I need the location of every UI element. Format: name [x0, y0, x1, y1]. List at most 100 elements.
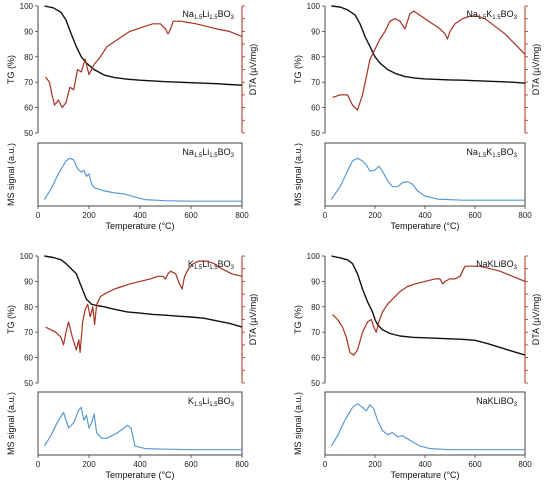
dta-curve — [45, 260, 243, 354]
x-axis-label: Temperature (°C) — [390, 221, 459, 231]
title-subscript: 1.5 — [478, 153, 487, 159]
panel-title: Na1.5Li1.5BO3 — [182, 147, 234, 159]
title-subscript: 1.5 — [492, 15, 501, 21]
tg-tick-label: 50 — [311, 379, 320, 388]
title-part: K — [486, 147, 492, 157]
title-part: K — [486, 9, 492, 19]
ms-panel-ms-bottom-left: 0 200 400 600 800 Temperature (°C) MS signal (… — [6, 391, 249, 480]
title-part: Li — [202, 9, 209, 19]
tg-tick-label: 100 — [20, 2, 34, 11]
title-part: Li — [202, 147, 209, 157]
ms-panel-ms-top-right: 0 200 400 600 800 Temperature (°C) MS signal (… — [293, 142, 532, 231]
ms-panel-ms-top-left: 0 200 400 600 800 Temperature (°C) MS signal (… — [6, 142, 249, 231]
title-subscript: 3 — [231, 402, 235, 408]
tg-tick-label: 60 — [311, 104, 320, 113]
x-tick-label: 600 — [184, 460, 198, 469]
title-subscript: 3 — [514, 402, 518, 408]
title-subscript: 3 — [514, 15, 518, 21]
x-axis-label: Temperature (°C) — [105, 470, 174, 480]
tg-tick-label: 60 — [24, 104, 33, 113]
title-subscript: 3 — [514, 265, 518, 271]
ms-axis-label: MS signal (a.u.) — [6, 392, 16, 455]
tg-tick-label: 80 — [24, 303, 33, 312]
title-part: K — [188, 259, 194, 269]
panel-title: NaKLiBO3 — [476, 396, 518, 408]
x-tick-label: 400 — [133, 211, 147, 220]
tg-tick-label: 50 — [24, 129, 33, 138]
panel-title: K1.5Li1.5BO3 — [188, 396, 235, 408]
tg-tick-label: 100 — [20, 252, 34, 261]
x-tick-label: 800 — [235, 460, 249, 469]
x-tick-label: 600 — [184, 211, 198, 220]
title-subscript: 3 — [231, 153, 235, 159]
title-part: NaKLiBO — [476, 259, 514, 269]
title-subscript: 3 — [231, 265, 235, 271]
tg-tick-label: 80 — [311, 53, 320, 62]
x-tick-label: 0 — [36, 211, 41, 220]
ms-axis-label: MS signal (a.u.) — [293, 143, 303, 206]
ms-axis-label: MS signal (a.u.) — [6, 143, 16, 206]
x-tick-label: 400 — [133, 460, 147, 469]
tg-tick-label: 50 — [24, 379, 33, 388]
x-tick-label: 200 — [82, 460, 96, 469]
x-tick-label: 800 — [235, 211, 249, 220]
title-part: BO — [218, 396, 231, 406]
panel-title: NaKLiBO3 — [476, 259, 518, 271]
title-part: K — [188, 396, 194, 406]
title-subscript: 1.5 — [194, 402, 203, 408]
dta-axis-label: DTA (µV/mg) — [248, 294, 258, 346]
dta-axis-label: DTA (µV/mg) — [248, 44, 258, 96]
tg-axis-label: TG (%) — [293, 305, 303, 334]
x-tick-label: 0 — [323, 211, 328, 220]
tg-curve — [44, 255, 243, 328]
title-subscript: 1.5 — [194, 265, 203, 271]
tg-tick-label: 90 — [24, 27, 33, 36]
title-subscript: 1.5 — [194, 153, 203, 159]
panel-title: Na1.5K1.5BO3 — [466, 9, 517, 21]
title-part: Na — [466, 147, 478, 157]
dta-axis-label: DTA (µV/mg) — [531, 44, 541, 96]
dta-curve — [332, 265, 526, 356]
tg-dta-panel-bottom-right: 50 60 70 80 90 100 TG (%) DTA (µV/mg) NaKLiBO3 — [293, 252, 541, 388]
tg-tick-label: 70 — [311, 78, 320, 87]
x-tick-label: 800 — [518, 460, 532, 469]
title-subscript: 1.5 — [209, 402, 218, 408]
title-part: BO — [501, 9, 514, 19]
title-part: NaKLiBO — [476, 396, 514, 406]
x-tick-label: 200 — [368, 211, 382, 220]
tg-curve — [331, 5, 526, 84]
title-part: Li — [202, 396, 209, 406]
title-part: BO — [218, 9, 231, 19]
title-part: Na — [466, 9, 478, 19]
x-tick-label: 600 — [468, 460, 482, 469]
x-axis-label: Temperature (°C) — [105, 221, 174, 231]
x-tick-label: 600 — [468, 211, 482, 220]
ms-curve — [43, 157, 242, 202]
tg-tick-label: 70 — [24, 328, 33, 337]
ms-curve — [330, 403, 525, 451]
title-part: Na — [182, 9, 194, 19]
title-subscript: 1.5 — [194, 15, 203, 21]
panel-title: Na1.5Li1.5BO3 — [182, 9, 234, 21]
title-subscript: 3 — [231, 15, 235, 21]
tg-tick-label: 90 — [311, 277, 320, 286]
tg-curve — [44, 5, 243, 86]
panel-title: K1.5Li1.5BO3 — [188, 259, 235, 271]
x-axis-label: Temperature (°C) — [390, 470, 459, 480]
title-part: Li — [202, 259, 209, 269]
tg-tick-label: 80 — [311, 303, 320, 312]
title-subscript: 1.5 — [209, 265, 218, 271]
tg-tick-label: 60 — [311, 354, 320, 363]
ms-curve — [43, 406, 242, 451]
dta-axis-label: DTA (µV/mg) — [531, 294, 541, 346]
tg-tick-label: 70 — [311, 328, 320, 337]
x-tick-label: 400 — [418, 460, 432, 469]
x-tick-label: 200 — [82, 211, 96, 220]
title-subscript: 3 — [514, 153, 518, 159]
tg-axis-label: TG (%) — [293, 55, 303, 84]
title-subscript: 1.5 — [492, 153, 501, 159]
tg-tick-label: 100 — [307, 252, 321, 261]
